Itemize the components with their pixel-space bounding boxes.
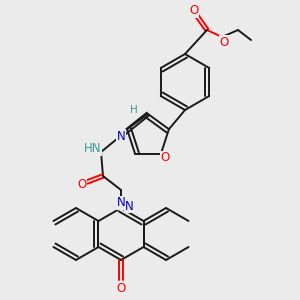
Text: O: O xyxy=(116,281,126,295)
Text: O: O xyxy=(77,178,87,191)
Text: N: N xyxy=(124,200,134,212)
Text: O: O xyxy=(189,4,199,17)
Text: N: N xyxy=(117,130,125,142)
Text: H: H xyxy=(130,105,138,115)
Text: HN: HN xyxy=(84,142,102,155)
Text: O: O xyxy=(160,151,170,164)
Text: N: N xyxy=(117,196,125,209)
Text: O: O xyxy=(219,35,229,49)
